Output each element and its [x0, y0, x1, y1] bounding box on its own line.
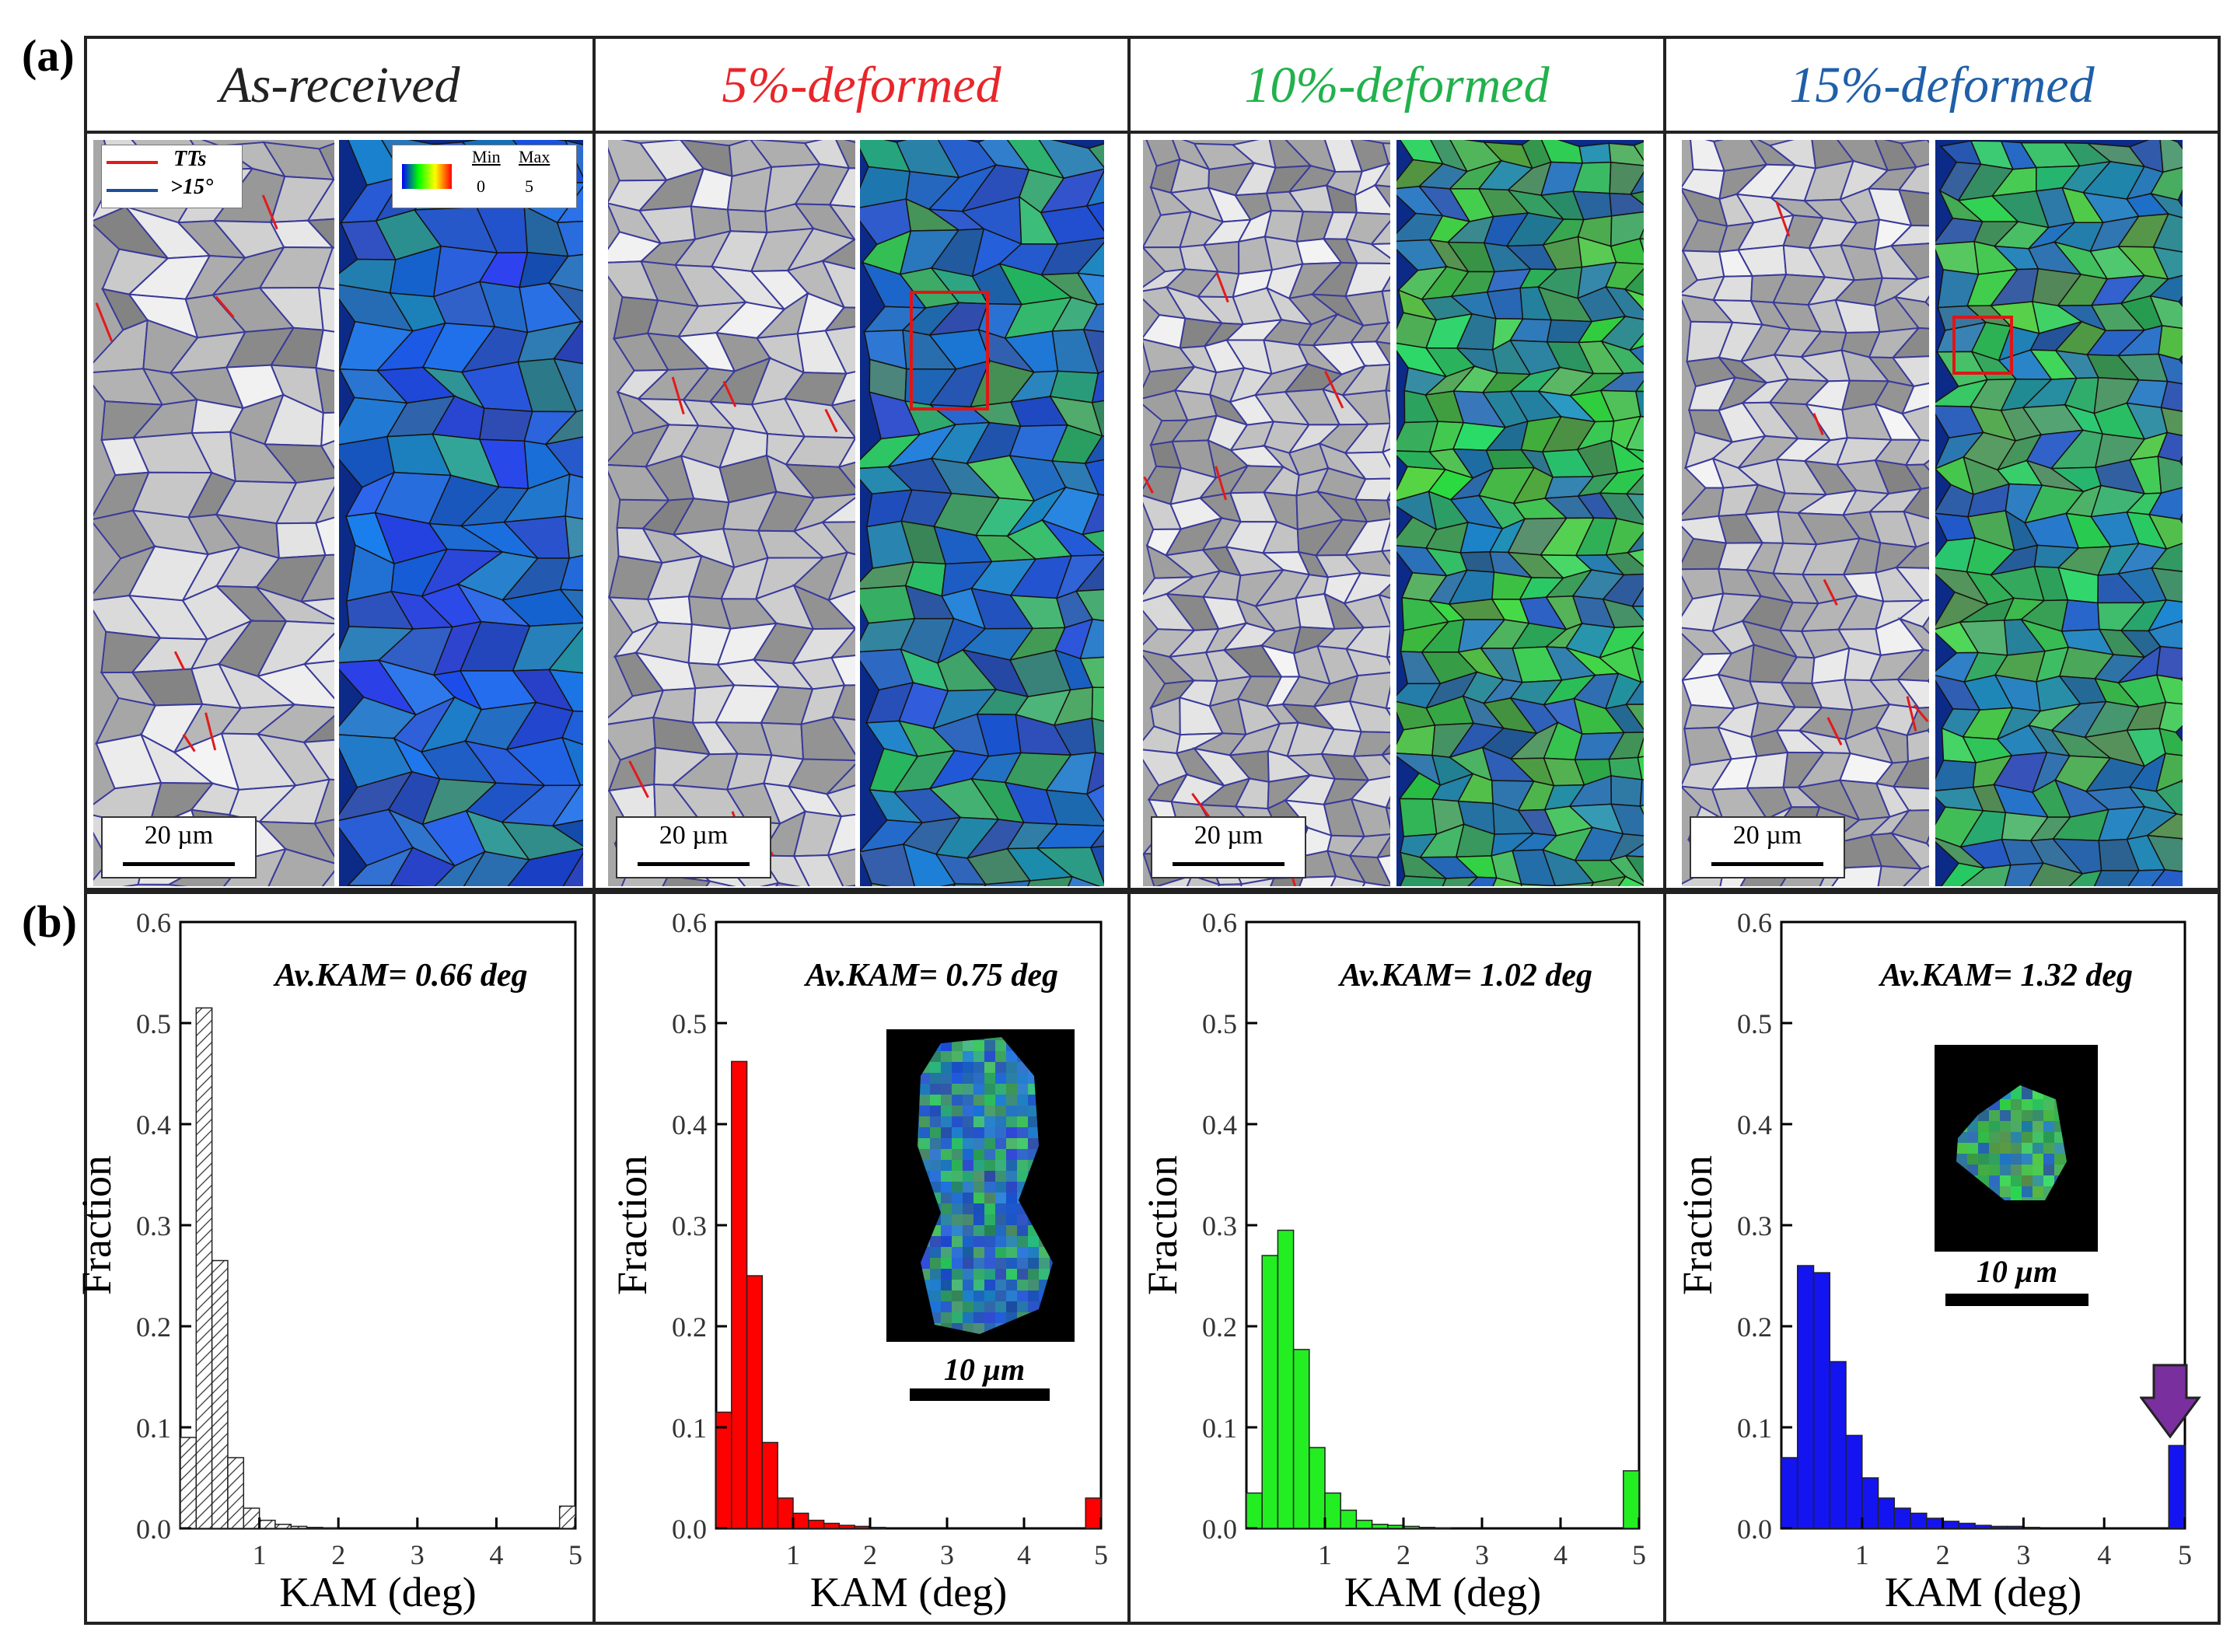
kam-grains: [1396, 140, 1644, 886]
twin-boundary: [671, 376, 685, 415]
hagb-legend-label: >15°: [170, 175, 214, 199]
panel-label-a: (a): [22, 30, 75, 81]
twin-boundary: [261, 194, 278, 230]
highlight-box: [910, 291, 989, 410]
twin-boundary: [1324, 370, 1344, 409]
column-divider-2: [1127, 36, 1131, 1625]
column-title-as-received: As-received: [219, 57, 460, 114]
inset-scale-line-15pct: [1945, 1294, 2088, 1306]
grain-boundaries: [608, 140, 855, 886]
twin-boundary: [628, 760, 649, 798]
column-divider-3: [1663, 36, 1666, 1625]
twin-boundary: [173, 651, 185, 670]
twin-boundary: [722, 380, 737, 407]
highlight-box: [1952, 316, 2013, 375]
kam-map-15pct: [1935, 140, 2183, 886]
scale-bar-20um: 20 µm: [616, 816, 771, 878]
scale-bar-line: [638, 862, 750, 866]
inset-scale-label-5pct: 10 µm: [943, 1352, 1026, 1387]
twin-boundary: [204, 712, 217, 751]
title-divider: [84, 131, 2221, 134]
kam-colorbar: Min Max 0 5: [392, 145, 577, 208]
twin-boundary: [1775, 201, 1791, 237]
inset-scale-line-5pct: [910, 1388, 1050, 1401]
scale-bar-label: 20 µm: [1732, 821, 1802, 850]
column-title-15pct: 15%-deformed: [1789, 57, 2095, 114]
colorbar-gradient: [402, 164, 452, 189]
highlight-arrow: [2140, 1364, 2201, 1439]
colorbar-min-label: Min: [472, 147, 501, 166]
grain-inset-5pct: [886, 1029, 1075, 1342]
panel-label-b: (b): [22, 896, 77, 947]
boundary-legend: TTs >15°: [101, 145, 243, 208]
scale-bar-20um: 20 µm: [1151, 816, 1306, 878]
scale-bar-line: [1173, 862, 1285, 866]
twin-boundary: [1823, 578, 1838, 606]
ebsd-map-5pct: 20 µm: [608, 140, 855, 886]
scale-bar-20um: 20 µm: [1690, 816, 1845, 878]
twin-boundary: [1215, 272, 1229, 303]
column-title-5pct: 5%-deformed: [722, 57, 1001, 114]
twin-boundary: [1812, 413, 1824, 435]
frame-b: [84, 891, 2221, 1625]
colorbar-max-label: Max: [519, 147, 551, 166]
column-divider-1: [592, 36, 596, 1625]
kam-grains: [339, 140, 583, 886]
kam-grains: [860, 140, 1104, 886]
twin-boundary: [1191, 792, 1211, 819]
colorbar-max-value: 5: [525, 176, 533, 196]
grain-boundaries: [93, 140, 334, 886]
colorbar-min-value: 0: [477, 176, 485, 196]
twin-boundary: [215, 295, 235, 319]
twin-boundary: [1215, 466, 1228, 501]
twin-boundary: [1826, 717, 1843, 746]
twin-boundary: [182, 733, 196, 753]
twin-boundary: [824, 408, 838, 433]
inset-scale-label-15pct: 10 µm: [1976, 1254, 2058, 1289]
scale-bar-line: [1711, 862, 1823, 866]
kam-map-10pct: [1396, 140, 1644, 886]
column-title-10pct: 10%-deformed: [1244, 57, 1550, 114]
grain-inset-15pct: [1935, 1045, 2098, 1252]
scale-bar-20um: 20 µm: [101, 816, 257, 878]
scale-bar-label: 20 µm: [144, 821, 214, 850]
ebsd-map-as-received: TTs >15° 20 µm: [93, 140, 334, 886]
scale-bar-label: 20 µm: [659, 821, 729, 850]
twin-boundary: [1913, 704, 1929, 722]
scale-bar-line: [123, 862, 235, 866]
frame-a: [84, 36, 2221, 891]
grain-boundaries: [1682, 140, 1929, 886]
grain-boundaries: [1143, 140, 1390, 886]
kam-map-5pct: [860, 140, 1104, 886]
kam-map-as-received: Min Max 0 5: [339, 140, 583, 886]
tts-legend-label: TTs: [173, 147, 207, 171]
twin-boundary: [1143, 476, 1154, 494]
kam-grains: [1935, 140, 2183, 886]
ebsd-map-10pct: 20 µm: [1143, 140, 1390, 886]
scale-bar-label: 20 µm: [1194, 821, 1264, 850]
twin-boundary: [1906, 696, 1917, 732]
twin-boundary: [95, 302, 114, 342]
ebsd-map-15pct: 20 µm: [1682, 140, 1929, 886]
